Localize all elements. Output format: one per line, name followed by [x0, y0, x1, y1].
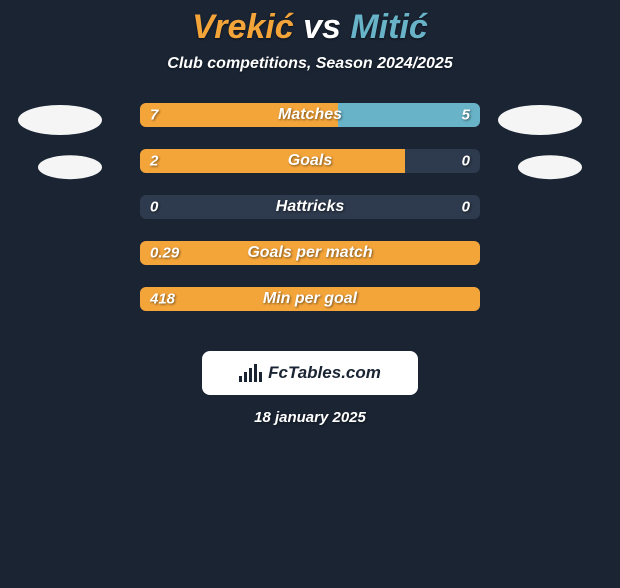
- avatar-right: [498, 105, 582, 135]
- avatar-left: [38, 155, 102, 179]
- stat-row: Hattricks 0 0: [0, 195, 620, 241]
- stat-row: Matches 7 5: [0, 103, 620, 149]
- brand-box: FcTables.com: [202, 351, 418, 395]
- bar-label: Hattricks: [276, 198, 344, 216]
- bar-label: Goals per match: [247, 244, 372, 262]
- bar-track: Hattricks 0 0: [140, 195, 480, 219]
- page-title: Vrekić vs Mitić: [0, 8, 620, 47]
- bar-track: Min per goal 418: [140, 287, 480, 311]
- value-left: 0.29: [150, 245, 179, 262]
- date-label: 18 january 2025: [0, 409, 620, 426]
- subtitle: Club competitions, Season 2024/2025: [0, 55, 620, 73]
- value-left: 418: [150, 291, 175, 308]
- bar-label: Goals: [288, 152, 332, 170]
- value-left: 7: [150, 107, 158, 124]
- value-right: 5: [462, 107, 470, 124]
- value-left: 0: [150, 199, 158, 216]
- avatar-left: [18, 105, 102, 135]
- stat-row: Goals per match 0.29: [0, 241, 620, 287]
- bar-track: Goals 2 0: [140, 149, 480, 173]
- stat-row: Min per goal 418: [0, 287, 620, 333]
- bar-label: Matches: [278, 106, 342, 124]
- value-right: 0: [462, 153, 470, 170]
- stat-rows: Matches 7 5 Goals 2 0 Hattricks 0 0 Goals per mat…: [0, 103, 620, 333]
- bar-fill-right: [338, 103, 480, 127]
- value-right: 0: [462, 199, 470, 216]
- title-vs: vs: [294, 8, 351, 46]
- bar-track: Matches 7 5: [140, 103, 480, 127]
- stat-row: Goals 2 0: [0, 149, 620, 195]
- bar-track: Goals per match 0.29: [140, 241, 480, 265]
- avatar-right: [518, 155, 582, 179]
- barchart-icon: [239, 364, 262, 382]
- bar-label: Min per goal: [263, 290, 357, 308]
- brand-text: FcTables.com: [268, 363, 381, 383]
- bar-fill-left: [140, 149, 405, 173]
- title-right: Mitić: [350, 8, 427, 46]
- title-left: Vrekić: [192, 8, 293, 46]
- value-left: 2: [150, 153, 158, 170]
